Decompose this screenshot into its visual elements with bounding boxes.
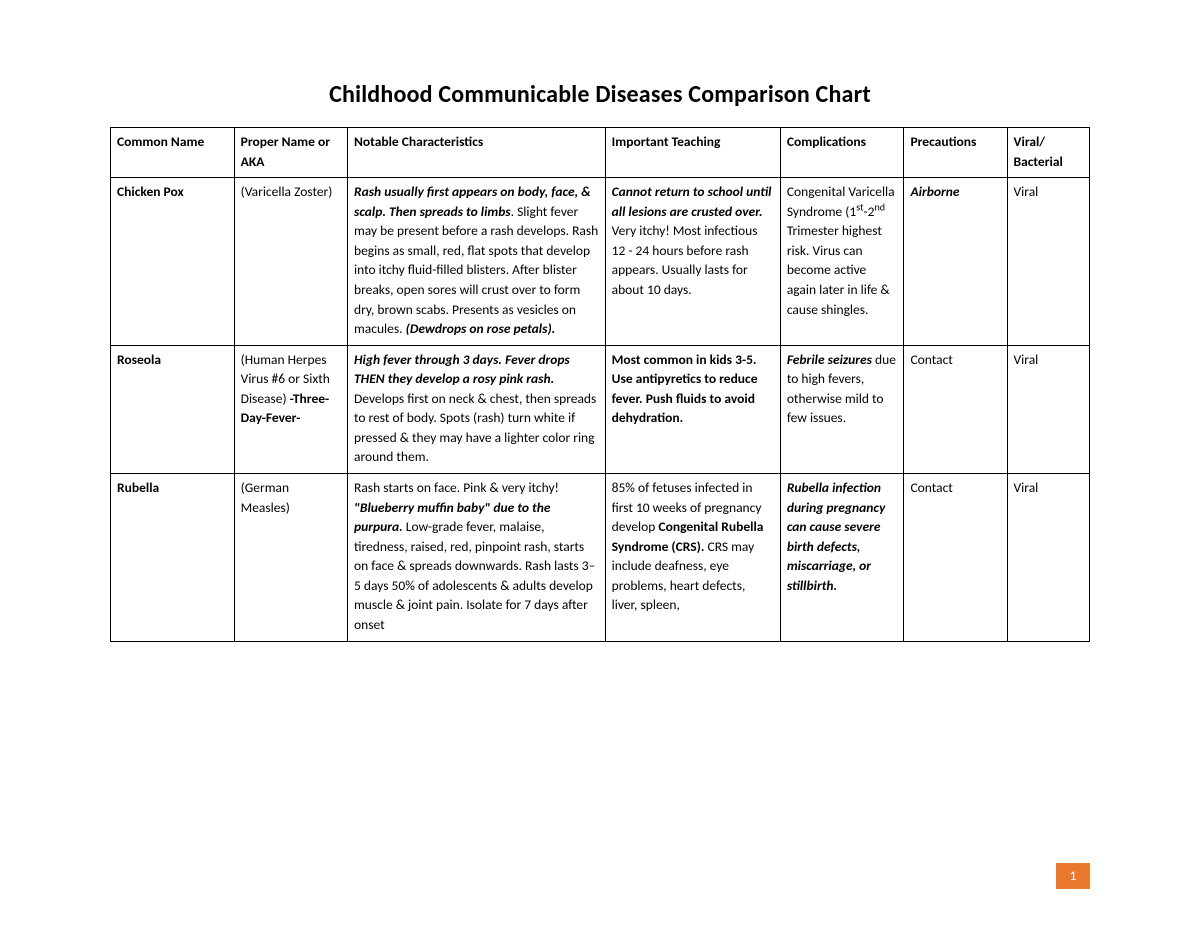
col-header-viral_bacterial: Viral/ Bacterial [1007, 128, 1089, 178]
col-header-precautions: Precautions [904, 128, 1007, 178]
page-number-badge: 1 [1056, 863, 1090, 889]
cell-common-name: Chicken Pox [111, 178, 235, 346]
col-header-characteristics: Notable Characteristics [348, 128, 606, 178]
table-header: Common NameProper Name or AKANotable Cha… [111, 128, 1090, 178]
cell-precautions: Contact [904, 474, 1007, 642]
table-row: Rubella(German Measles)Rash starts on fa… [111, 474, 1090, 642]
cell-complications: Congenital Varicella Syndrome (1st-2nd T… [780, 178, 904, 346]
cell-proper-name: (Human Herpes Virus #6 or Sixth Disease)… [234, 345, 347, 473]
cell-characteristics: Rash usually first appears on body, face… [348, 178, 606, 346]
page-title: Childhood Communicable Diseases Comparis… [110, 80, 1090, 109]
col-header-proper_name: Proper Name or AKA [234, 128, 347, 178]
cell-common-name: Roseola [111, 345, 235, 473]
cell-complications: Rubella infection during pregnancy can c… [780, 474, 904, 642]
table-body: Chicken Pox(Varicella Zoster)Rash usuall… [111, 178, 1090, 641]
document-page: Childhood Communicable Diseases Comparis… [0, 0, 1200, 927]
col-header-common_name: Common Name [111, 128, 235, 178]
cell-proper-name: (German Measles) [234, 474, 347, 642]
table-row: Chicken Pox(Varicella Zoster)Rash usuall… [111, 178, 1090, 346]
comparison-table: Common NameProper Name or AKANotable Cha… [110, 127, 1090, 642]
cell-characteristics: Rash starts on face. Pink & very itchy! … [348, 474, 606, 642]
cell-complications: Febrile seizures due to high fevers, oth… [780, 345, 904, 473]
header-row: Common NameProper Name or AKANotable Cha… [111, 128, 1090, 178]
cell-precautions: Airborne [904, 178, 1007, 346]
cell-teaching: Cannot return to school until all lesion… [605, 178, 780, 346]
cell-common-name: Rubella [111, 474, 235, 642]
cell-teaching: 85% of fetuses infected in first 10 week… [605, 474, 780, 642]
cell-characteristics: High fever through 3 days. Fever drops T… [348, 345, 606, 473]
cell-viral-bacterial: Viral [1007, 178, 1089, 346]
cell-teaching: Most common in kids 3-5. Use antipyretic… [605, 345, 780, 473]
col-header-teaching: Important Teaching [605, 128, 780, 178]
table-row: Roseola(Human Herpes Virus #6 or Sixth D… [111, 345, 1090, 473]
cell-viral-bacterial: Viral [1007, 474, 1089, 642]
cell-proper-name: (Varicella Zoster) [234, 178, 347, 346]
cell-viral-bacterial: Viral [1007, 345, 1089, 473]
cell-precautions: Contact [904, 345, 1007, 473]
col-header-complications: Complications [780, 128, 904, 178]
